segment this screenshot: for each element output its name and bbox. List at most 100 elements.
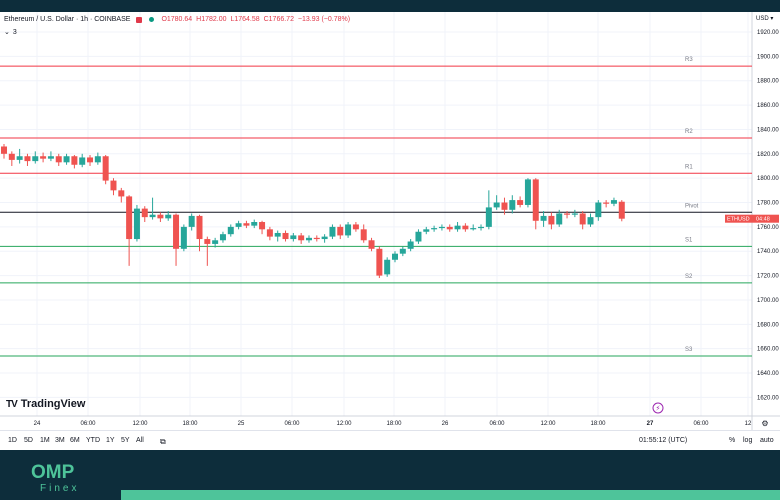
chevron-down-icon[interactable]: ⌄ [4, 29, 10, 36]
time-tick-label: 27 [647, 421, 654, 427]
candle-body [446, 226, 453, 230]
tf-1d[interactable]: 1D [8, 437, 17, 444]
pivot-label: S2 [685, 274, 693, 280]
tf-1y[interactable]: 1Y [106, 437, 115, 444]
log-toggle[interactable]: log [743, 437, 753, 444]
time-tick-label: 12:00 [132, 421, 148, 427]
candle-body [329, 226, 336, 237]
time-tick-label: 18:00 [386, 421, 402, 427]
candle-body [180, 226, 187, 249]
candle-body [188, 215, 195, 227]
candle-body [16, 156, 23, 160]
candle-body [24, 156, 31, 162]
date-range-icon[interactable]: ⧉ [160, 437, 166, 446]
candle-body [251, 222, 258, 226]
close-value: C1766.72 [263, 16, 294, 23]
tf-5d[interactable]: 5D [24, 437, 33, 444]
footer-accent-bar [121, 490, 780, 500]
candle-body [87, 157, 94, 163]
candle-body [470, 228, 477, 230]
candle-body [266, 229, 273, 237]
price-tick-label: 1800.00 [757, 176, 779, 182]
chart-area[interactable]: 1920.00 1900.00 1880.00 1860.00 1840.00 1820.… [0, 12, 780, 450]
candle-body [243, 223, 250, 226]
time-tick-label: 24 [34, 421, 41, 427]
time-tick-label: 06:00 [693, 421, 709, 427]
candle-body [415, 231, 422, 242]
candle-body [219, 234, 226, 241]
utc-clock[interactable]: 01:55:12 (UTC) [639, 437, 688, 444]
gear-icon[interactable]: ⚙ [761, 419, 768, 428]
low-value: L1764.58 [230, 16, 260, 23]
candle-body [282, 232, 289, 240]
candle-body [298, 235, 305, 241]
candle-body [431, 228, 438, 230]
candle-body [118, 190, 125, 197]
candle-body [532, 179, 539, 221]
time-tick-label: 18:00 [182, 421, 198, 427]
indicators-toggle[interactable]: ⌄ 3 [4, 28, 17, 37]
price-chart[interactable]: 1920.00 1900.00 1880.00 1860.00 1840.00 1820.… [0, 12, 780, 430]
candle-body [501, 202, 508, 210]
candle-body [321, 236, 328, 240]
candle-body [71, 156, 78, 165]
candle-body [305, 237, 312, 241]
symbol-tag-text: ETHUSD [727, 217, 750, 223]
candle-body [517, 200, 524, 205]
candle-body [618, 201, 625, 219]
candle-body [352, 224, 359, 230]
candle-body [290, 235, 297, 240]
candle-body [94, 156, 101, 163]
tradingview-icon: TV [6, 398, 18, 410]
tf-6m[interactable]: 6M [70, 437, 80, 444]
symbol-title[interactable]: Ethereum / U.S. Dollar · 1h · COINBASE [4, 16, 131, 23]
tf-1m[interactable]: 1M [40, 437, 50, 444]
candle-body [157, 214, 164, 219]
candle-body [141, 208, 148, 218]
candle-body [204, 239, 211, 244]
candle-body [55, 156, 62, 163]
price-tick-label: 1860.00 [757, 103, 779, 109]
candle-body [102, 156, 109, 181]
tf-3m[interactable]: 3M [55, 437, 65, 444]
open-value: O1780.64 [161, 16, 193, 23]
candle-body [454, 225, 461, 230]
candle-body [438, 226, 445, 229]
candle-body [556, 213, 563, 225]
time-tick-label: 12:00 [336, 421, 352, 427]
tf-all[interactable]: All [136, 437, 144, 444]
bottom-toolbar: 1D 5D 1M 3M 6M YTD 1Y 5Y All ⧉ 01:55:12 … [0, 430, 780, 451]
flag-icon[interactable] [136, 16, 143, 23]
candle-body [485, 207, 492, 227]
price-tick-label: 1700.00 [757, 298, 779, 304]
price-tick-label: 1840.00 [757, 127, 779, 133]
candle-body [603, 202, 610, 204]
candle-body [313, 237, 320, 240]
ohlc-values: O1780.64 H1782.00 L1764.58 C1766.72 −13.… [161, 16, 352, 23]
tf-5y[interactable]: 5Y [121, 437, 130, 444]
last-price-tag [725, 214, 779, 223]
candle-body [493, 202, 500, 208]
time-tick-label: 06:00 [80, 421, 96, 427]
candle-body [8, 153, 15, 160]
candle-body [235, 223, 242, 227]
currency-label[interactable]: USD ▾ [756, 16, 774, 22]
time-tick-label: 12 [745, 421, 752, 427]
candle-body [368, 240, 375, 249]
candle-body [564, 213, 571, 215]
candle-body [259, 222, 266, 230]
price-tick-label: 1620.00 [757, 395, 779, 401]
auto-toggle[interactable]: auto [760, 437, 774, 444]
candle-body [571, 213, 578, 215]
brand-name: OMP [31, 462, 75, 483]
candle-body [173, 214, 180, 249]
percent-toggle[interactable]: % [729, 437, 736, 444]
high-value: H1782.00 [196, 16, 227, 23]
price-tick-label: 1660.00 [757, 347, 779, 353]
candle-body [376, 248, 383, 276]
candle-body [196, 215, 203, 240]
pivot-label: Pivot [685, 203, 699, 209]
time-tick-label: 25 [238, 421, 245, 427]
tradingview-logo: TV TradingView [6, 398, 85, 410]
tf-ytd[interactable]: YTD [86, 437, 100, 444]
